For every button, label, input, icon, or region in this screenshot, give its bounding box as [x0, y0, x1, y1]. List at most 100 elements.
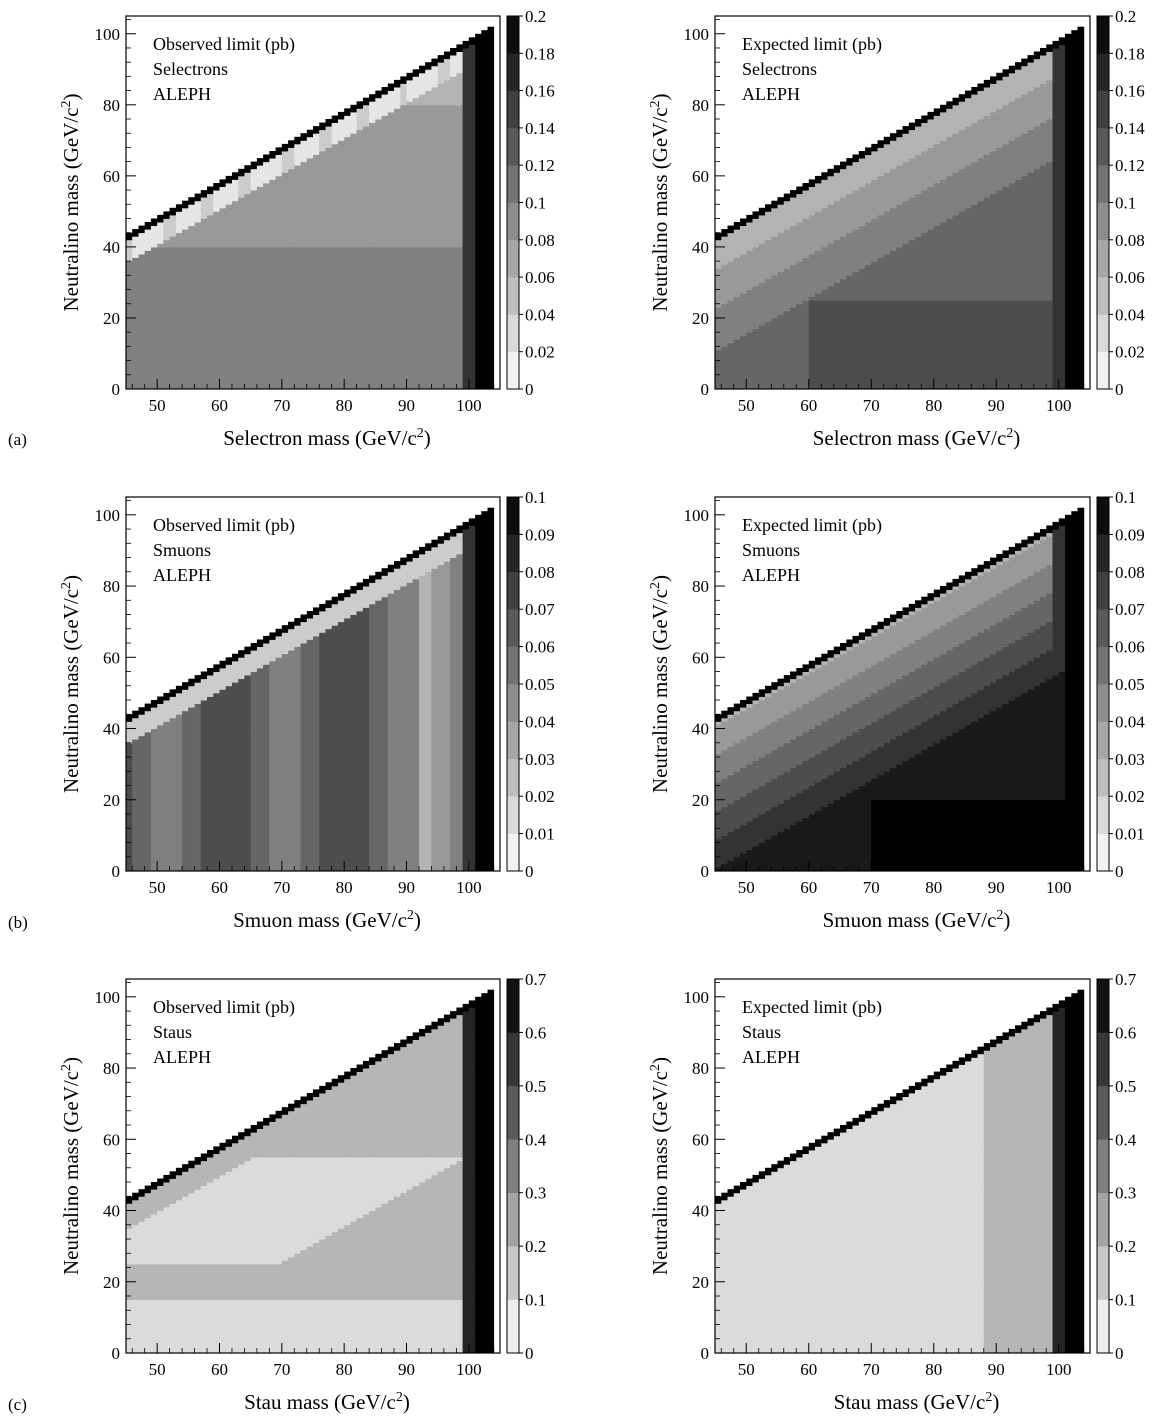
heatmap-cell	[406, 271, 414, 276]
heatmap-cell	[394, 186, 401, 191]
heatmap-cell	[740, 225, 747, 230]
heatmap-cell	[337, 190, 345, 195]
heatmap-cell	[412, 243, 420, 248]
heatmap-cell	[288, 339, 295, 344]
heatmap-cell	[200, 346, 208, 351]
heatmap-cell	[269, 222, 276, 226]
heatmap-cell	[150, 314, 158, 319]
heatmap-cell	[481, 335, 488, 340]
heatmap-cell	[475, 214, 482, 219]
heatmap-cell	[406, 357, 414, 361]
heatmap-cell	[387, 257, 395, 262]
heatmap-cell	[188, 232, 195, 237]
heatmap-cell	[381, 325, 389, 330]
heatmap-cell	[269, 225, 276, 230]
heatmap-cell	[752, 385, 760, 390]
heatmap-cell	[194, 246, 202, 251]
heatmap-cell	[462, 339, 470, 344]
heatmap-cell	[300, 257, 308, 262]
heatmap-cell	[468, 122, 476, 127]
heatmap-cell	[194, 204, 202, 209]
heatmap-cell	[437, 200, 445, 205]
heatmap-cell	[350, 154, 357, 159]
heatmap-cell	[381, 378, 389, 383]
heatmap-cell	[344, 349, 351, 354]
heatmap-cell	[475, 371, 482, 376]
heatmap-cell	[213, 289, 220, 294]
heatmap-cell	[394, 314, 401, 319]
heatmap-cell	[437, 271, 445, 276]
heatmap-cell	[213, 293, 220, 298]
heatmap-cell	[375, 126, 382, 131]
heatmap-cell	[319, 250, 326, 255]
heatmap-cell	[344, 236, 351, 241]
heatmap-cell	[207, 303, 214, 308]
heatmap-cell	[306, 229, 314, 234]
heatmap-cell	[281, 158, 289, 163]
heatmap-cell	[225, 268, 233, 273]
heatmap-cell	[219, 218, 227, 223]
heatmap-cell	[182, 264, 189, 269]
heatmap-cell	[256, 307, 264, 312]
heatmap-cell	[213, 335, 220, 340]
heatmap-cell	[437, 246, 445, 251]
heatmap-cell	[269, 197, 276, 202]
heatmap-cell	[777, 328, 785, 333]
heatmap-cell	[362, 325, 370, 330]
heatmap-cell	[219, 214, 227, 219]
heatmap-cell	[163, 339, 170, 344]
heatmap-cell	[275, 310, 283, 315]
heatmap-cell	[394, 214, 401, 219]
heatmap-cell	[456, 79, 463, 84]
heatmap-cell	[306, 378, 314, 383]
heatmap-cell	[325, 371, 333, 376]
heatmap-cell	[412, 339, 420, 344]
heatmap-cell	[350, 353, 357, 358]
heatmap-cell	[138, 278, 146, 283]
heatmap-cell	[394, 371, 401, 376]
heatmap-cell	[344, 175, 351, 180]
heatmap-cell	[225, 339, 233, 344]
heatmap-cell	[783, 374, 791, 379]
heatmap-cell	[350, 218, 357, 223]
heatmap-cell	[219, 225, 227, 230]
heatmap-cell	[752, 246, 760, 251]
heatmap-cell	[325, 239, 333, 244]
heatmap-cell	[256, 282, 264, 287]
heatmap-cell	[783, 371, 791, 376]
heatmap-cell	[481, 364, 488, 369]
heatmap-cell	[487, 307, 495, 312]
heatmap-cell	[263, 236, 270, 241]
heatmap-cell	[169, 254, 177, 258]
heatmap-cell	[250, 342, 258, 347]
heatmap-cell	[194, 207, 202, 212]
heatmap-cell	[238, 303, 245, 308]
heatmap-cell	[138, 360, 146, 365]
heatmap-cell	[275, 296, 283, 301]
heatmap-cell	[487, 87, 495, 91]
heatmap-cell	[169, 214, 177, 219]
heatmap-cell	[356, 371, 364, 376]
heatmap-cell	[375, 328, 382, 333]
heatmap-cell	[188, 318, 195, 322]
heatmap-cell	[419, 147, 426, 152]
heatmap-cell	[462, 79, 470, 84]
heatmap-cell	[244, 225, 251, 230]
heatmap-cell	[169, 296, 177, 301]
heatmap-cell	[219, 282, 227, 287]
heatmap-cell	[369, 239, 376, 244]
heatmap-cell	[381, 318, 389, 322]
heatmap-cell	[294, 222, 301, 226]
heatmap-cell	[275, 328, 283, 333]
heatmap-cell	[369, 318, 376, 322]
heatmap-cell	[263, 246, 270, 251]
heatmap-cell	[431, 275, 438, 280]
heatmap-cell	[783, 257, 791, 262]
heatmap-cell	[400, 349, 407, 354]
heatmap-cell	[740, 346, 747, 351]
heatmap-cell	[369, 211, 376, 216]
heatmap-cell	[425, 325, 432, 330]
y-tick-label: 0	[112, 380, 121, 399]
heatmap-cell	[188, 257, 195, 262]
heatmap-cell	[419, 257, 426, 262]
